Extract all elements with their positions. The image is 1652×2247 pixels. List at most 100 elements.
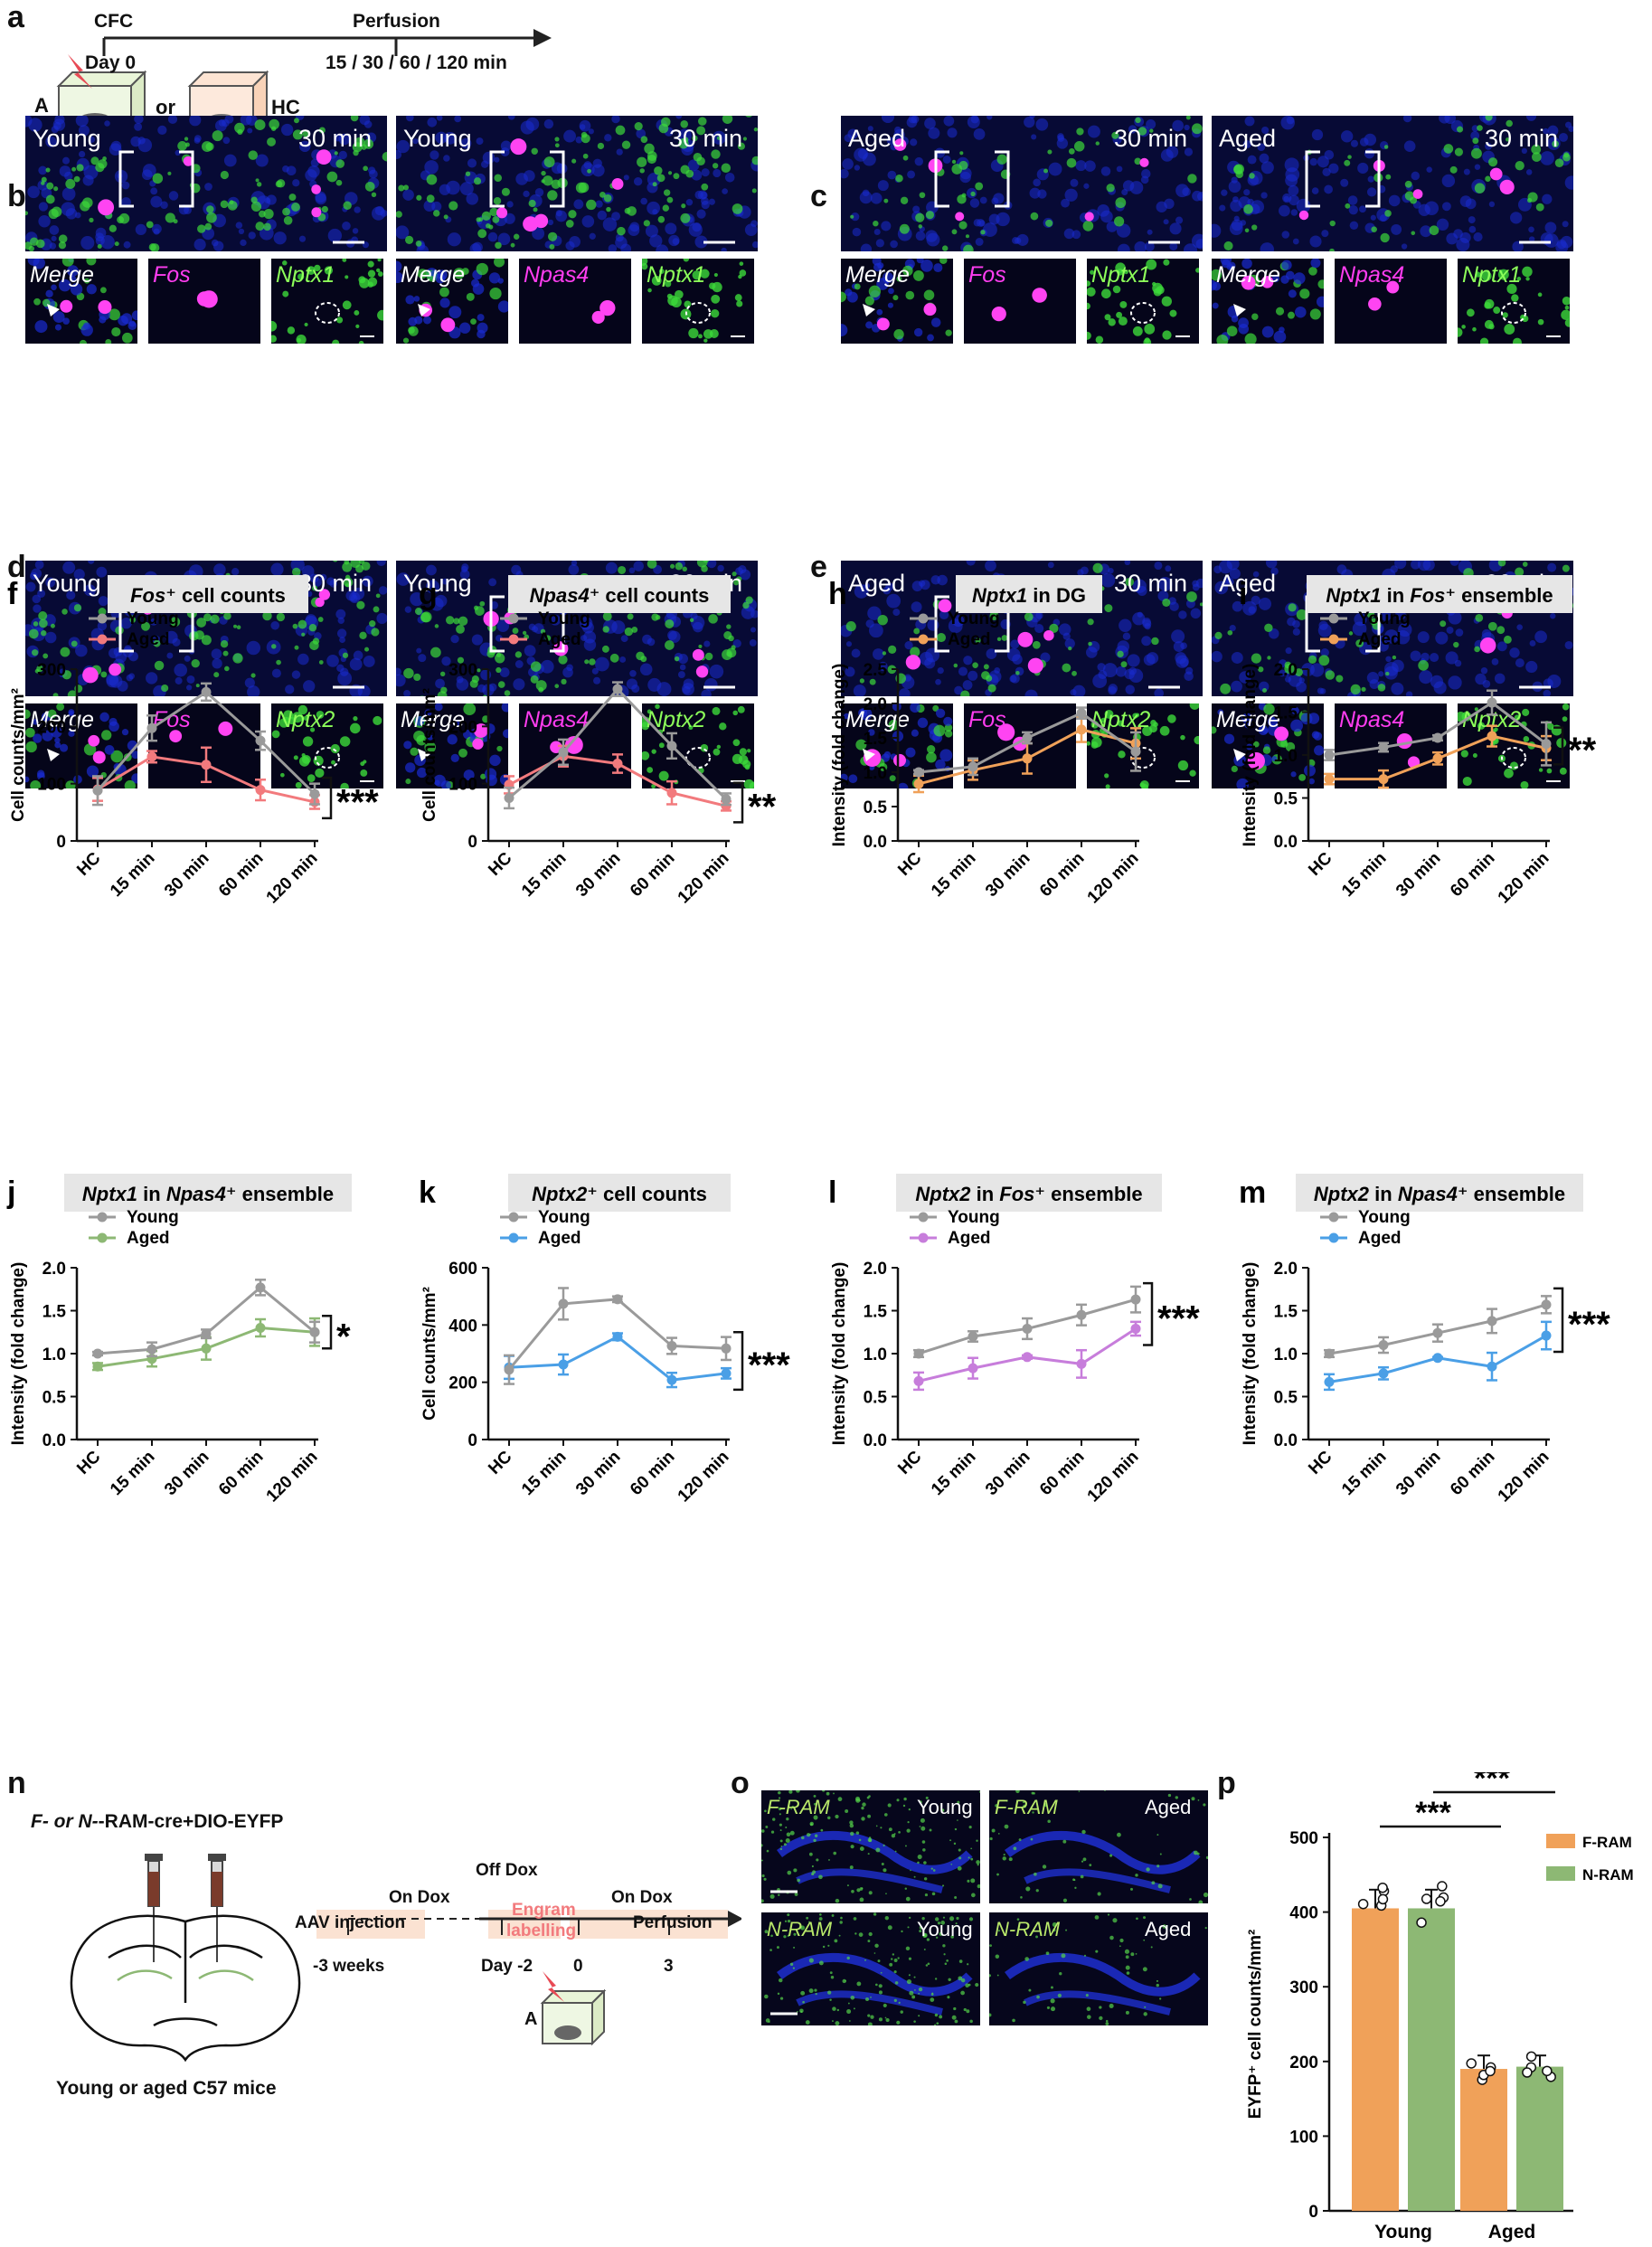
context-a-label: A (34, 94, 49, 117)
panel-letter-f: f (7, 577, 18, 611)
bar-chart-p: 0 100 200 300 400 500 EYFP⁺ cell counts/mm² You… (1246, 1772, 1634, 2242)
data-point-young-1 (146, 1344, 157, 1355)
inset-label: Nptx1 (1462, 262, 1522, 288)
inset-label: Merge (1216, 707, 1280, 732)
panel-letter-p: p (1217, 1766, 1236, 1800)
title-box (108, 575, 308, 613)
data-point-young-1 (968, 761, 978, 772)
on-dox-1-label: On Dox (389, 1888, 450, 1907)
legend-label: Young (538, 1208, 590, 1227)
y-tick-label: 100 (1289, 2128, 1318, 2147)
data-point-young-2 (1432, 732, 1443, 743)
panel-letter-b: b (7, 179, 26, 213)
y-axis-label: EYFP⁺ cell counts/mm² (1246, 1930, 1265, 2120)
inset-d-2-1 (396, 703, 508, 788)
significance-stars: *** (1474, 1772, 1510, 1796)
data-point-young-1 (558, 1298, 569, 1309)
significance-bracket (1553, 1287, 1564, 1354)
aav-label: AAV injection (295, 1913, 406, 1932)
zoom-bracket (118, 150, 194, 208)
y-axis-label: Cell counts/mm² (420, 1287, 439, 1421)
data-point-aged-0 (92, 1361, 103, 1372)
y-tick-label: 2.0 (864, 1260, 887, 1279)
significance-bracket (1143, 1281, 1154, 1346)
data-dot (1421, 1893, 1432, 1904)
data-point-young-0 (1324, 750, 1335, 760)
inset-label: Npas4 (1339, 262, 1405, 288)
y-tick-label: 300 (37, 661, 66, 680)
y-tick-label: 0.5 (1274, 1389, 1298, 1408)
data-dot (1435, 1896, 1446, 1907)
hc-label: HC (271, 96, 300, 118)
zoom-bracket (934, 150, 1010, 208)
x-tick-label: 30 min (572, 1448, 624, 1499)
y-tick-label: 2.5 (864, 661, 888, 680)
legend-label: Aged (538, 630, 581, 649)
data-point-aged-2 (1432, 1353, 1443, 1364)
inset-b-2-3 (642, 259, 754, 344)
significance-stars: ** (1568, 731, 1597, 770)
group-label: Young (917, 1918, 973, 1940)
group-label: Young (33, 125, 101, 152)
title-box (1307, 575, 1572, 613)
group-label: Aged (848, 125, 906, 152)
inset-label: Merge (30, 262, 94, 288)
data-point-aged-3 (255, 785, 266, 796)
y-tick-label: 400 (1289, 1904, 1318, 1923)
data-point-young-4 (309, 1326, 320, 1337)
legend-label: N-RAM (1582, 1866, 1634, 1884)
or-label: or (156, 96, 175, 118)
inset-label: Merge (401, 262, 465, 288)
line-chart-k: k Nptx2⁺ cell counts 0 200 400 600 HC 15 min 30 … (419, 1174, 790, 1506)
arrowhead-icon (418, 304, 430, 316)
y-tick-label: 500 (1289, 1829, 1318, 1848)
data-point-aged-3 (1487, 1361, 1497, 1372)
data-point-young-0 (92, 785, 103, 796)
arrowhead-icon (1233, 304, 1246, 316)
micrograph-b-1 (25, 116, 387, 251)
inset-label: Nptx1 (276, 262, 335, 288)
raw-construct-title: F- or N--RAM-cre+DIO-EYFP (31, 1811, 283, 1833)
line-chart-f: f Fos⁺ cell counts 0 100 200 300 HC 15 min 30 mi… (7, 575, 379, 908)
data-dot (1377, 1893, 1389, 1905)
inset-c-2-2 (1335, 259, 1447, 344)
time-label: 30 min (1114, 570, 1188, 597)
y-tick-label: 200 (448, 718, 477, 737)
arrowhead-icon (863, 749, 875, 761)
data-point-young-4 (721, 1343, 732, 1354)
x-tick-label: 120 min (675, 849, 733, 908)
data-point-aged-2 (201, 1343, 212, 1354)
significance-stars: *** (336, 783, 379, 823)
legend-marker (1328, 613, 1339, 624)
y-tick-label: 0.0 (1274, 1431, 1298, 1450)
legend-marker (918, 634, 929, 645)
y-tick-label: 300 (1289, 1978, 1318, 1997)
data-point-young-1 (968, 1331, 978, 1342)
y-tick-label: 200 (37, 718, 66, 737)
significance-stars: *** (1157, 1298, 1200, 1338)
group-label: Aged (1145, 1918, 1192, 1940)
data-point-young-3 (255, 735, 266, 746)
y-tick-label: 1.0 (42, 1345, 66, 1364)
time-label: 30 min (298, 125, 373, 152)
group-label: Young (403, 570, 472, 597)
data-point-young-1 (558, 747, 569, 758)
y-tick-label: 0.5 (864, 1389, 888, 1408)
x-tick-label: 15 min (107, 849, 158, 901)
data-point-young-1 (1378, 741, 1389, 752)
arrowhead-icon (47, 749, 60, 761)
data-dot (1377, 1882, 1388, 1893)
x-tick-label: 15 min (928, 1448, 979, 1499)
cfc-label: CFC (94, 11, 134, 32)
engram-image-1 (761, 1790, 980, 1903)
x-tick-label: 15 min (928, 849, 979, 901)
day0-label: Day 0 (85, 52, 137, 73)
y-tick-label: 1.5 (42, 1303, 67, 1322)
chart-title: Nptx1 in Npas4⁺ ensemble (82, 1183, 334, 1205)
x-tick-label: Young (1374, 2222, 1432, 2242)
data-point-aged-3 (1487, 731, 1497, 741)
data-point-aged-3 (255, 1323, 266, 1333)
data-point-aged-4 (721, 800, 732, 811)
data-dot (1466, 2058, 1477, 2069)
inset-label: Nptx2 (276, 707, 335, 732)
